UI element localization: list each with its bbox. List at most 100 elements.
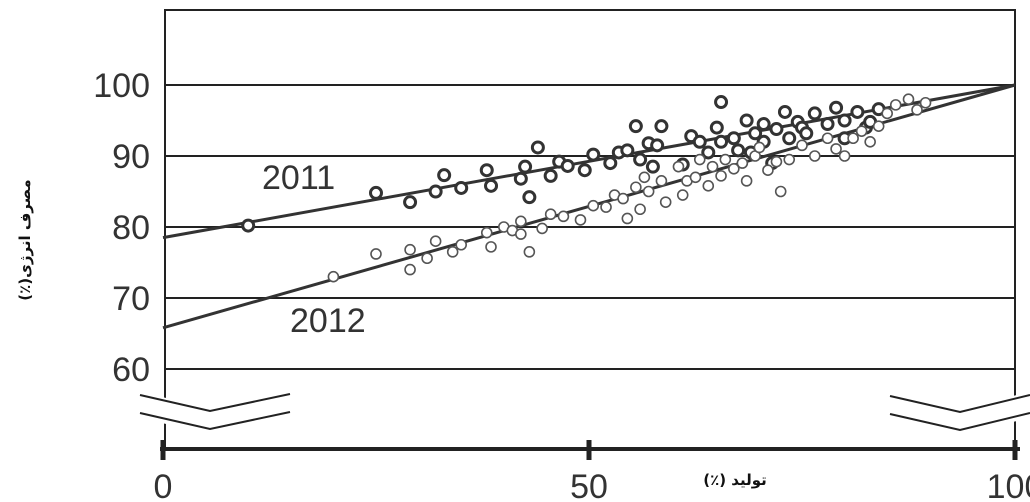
- axis-break-marks: [139, 392, 1030, 434]
- data-point-2012-6: [446, 246, 459, 258]
- data-point-2012-60: [911, 104, 923, 116]
- data-point-2011-42: [777, 104, 792, 119]
- y-tick-label-100: 100: [93, 67, 150, 105]
- x-tick-label-100: 100: [987, 468, 1030, 502]
- data-point-2012-2: [404, 263, 416, 276]
- data-point-2011-30: [709, 120, 724, 135]
- data-point-2012-15: [536, 222, 548, 235]
- series-label-2011: 2011: [262, 159, 335, 197]
- data-point-2012-16: [544, 208, 557, 221]
- data-point-2012-37: [715, 170, 727, 182]
- data-point-2011-17: [603, 156, 618, 171]
- data-point-2011-38: [756, 117, 771, 132]
- y-tick-label-70: 70: [112, 280, 150, 318]
- data-point-2012-29: [659, 196, 672, 208]
- series-label-2012: 2012: [290, 302, 366, 340]
- data-point-2012-34: [693, 153, 706, 166]
- data-point-2012-25: [634, 203, 646, 216]
- data-point-2011-35: [739, 113, 754, 128]
- data-point-2011-50: [837, 113, 852, 128]
- data-point-2011-31: [714, 134, 729, 149]
- y-tick-label-60: 60: [112, 351, 150, 389]
- data-point-2012-12: [515, 215, 527, 228]
- data-point-2012-48: [796, 139, 808, 152]
- data-point-2011-49: [829, 100, 844, 115]
- data-point-2012-0: [327, 270, 340, 283]
- data-point-2011-34: [731, 143, 746, 158]
- data-point-2012-14: [523, 246, 536, 258]
- x-tick-label-50: 50: [570, 468, 608, 502]
- data-point-2011-7: [484, 178, 499, 193]
- data-point-2012-52: [838, 150, 851, 162]
- data-point-2011-0: [241, 218, 256, 233]
- x-tick-label-0: 0: [154, 468, 173, 502]
- data-point-2011-46: [799, 126, 814, 141]
- data-point-2012-17: [557, 210, 570, 223]
- data-point-2012-23: [621, 212, 634, 225]
- data-point-2012-30: [672, 160, 685, 173]
- data-point-2012-1: [370, 248, 382, 260]
- data-point-2011-5: [454, 180, 469, 195]
- axis-break-zigzag-right-bottom: [889, 412, 1030, 432]
- data-point-2012-26: [638, 171, 651, 184]
- y-axis-title: مصرف انرژی(٪): [16, 179, 34, 300]
- data-point-2012-33: [689, 171, 702, 184]
- data-point-2011-12: [543, 168, 558, 183]
- data-point-2011-2: [403, 195, 418, 210]
- data-point-2011-3: [428, 184, 443, 199]
- data-point-2012-50: [821, 132, 834, 145]
- data-point-2011-6: [479, 163, 494, 178]
- data-point-2012-9: [485, 241, 497, 253]
- data-point-2012-3: [404, 243, 416, 256]
- data-point-2011-14: [560, 158, 575, 173]
- data-point-2012-8: [480, 226, 493, 239]
- data-point-2012-45: [770, 155, 783, 168]
- data-point-2011-24: [654, 119, 669, 134]
- data-point-2012-39: [728, 162, 740, 175]
- data-point-2011-8: [513, 171, 528, 186]
- x-axis: [160, 440, 1020, 460]
- data-point-2012-41: [740, 175, 753, 187]
- data-point-2012-38: [719, 153, 732, 166]
- data-point-2012-22: [617, 192, 629, 205]
- data-point-2011-47: [807, 106, 822, 121]
- data-point-2011-33: [726, 131, 741, 146]
- data-point-2011-32: [714, 95, 729, 110]
- data-point-2011-28: [692, 134, 707, 149]
- data-point-2012-28: [655, 175, 668, 187]
- tick-labels: 60 70 80 90 100 0 50 100: [93, 67, 1030, 502]
- data-point-2012-49: [808, 150, 821, 162]
- data-point-2011-1: [369, 185, 383, 200]
- data-point-2012-27: [642, 185, 655, 198]
- data-point-2012-4: [421, 252, 433, 265]
- data-point-2012-19: [587, 199, 600, 212]
- data-point-2012-54: [855, 125, 868, 137]
- data-point-2012-55: [864, 136, 876, 148]
- data-point-2011-9: [518, 159, 533, 174]
- data-point-2011-20: [628, 119, 643, 134]
- data-point-2011-48: [820, 117, 835, 132]
- gridlines: [165, 84, 1015, 370]
- series-labels: 2011 2012: [262, 159, 366, 340]
- data-point-2012-57: [881, 107, 894, 120]
- data-point-2012-35: [702, 180, 715, 192]
- data-point-2012-7: [455, 238, 468, 251]
- data-point-2012-36: [706, 160, 719, 173]
- axis-break-zigzag-left-bottom: [139, 411, 291, 431]
- y-tick-label-90: 90: [112, 138, 150, 176]
- data-point-2012-47: [783, 153, 796, 166]
- data-point-2011-37: [748, 126, 763, 141]
- data-point-2012-24: [630, 181, 642, 194]
- data-point-2012-31: [676, 189, 689, 201]
- data-point-2012-59: [902, 93, 915, 105]
- data-point-2012-46: [774, 185, 787, 198]
- data-point-2011-21: [633, 152, 648, 167]
- data-point-2011-23: [645, 159, 660, 174]
- y-tick-label-80: 80: [112, 209, 150, 247]
- axis-break-zigzag-left-top: [139, 393, 291, 413]
- data-point-2012-18: [574, 214, 587, 226]
- data-point-2012-44: [762, 164, 774, 176]
- data-point-2012-20: [600, 201, 612, 213]
- data-point-2012-53: [847, 132, 859, 145]
- data-point-2012-40: [736, 157, 749, 169]
